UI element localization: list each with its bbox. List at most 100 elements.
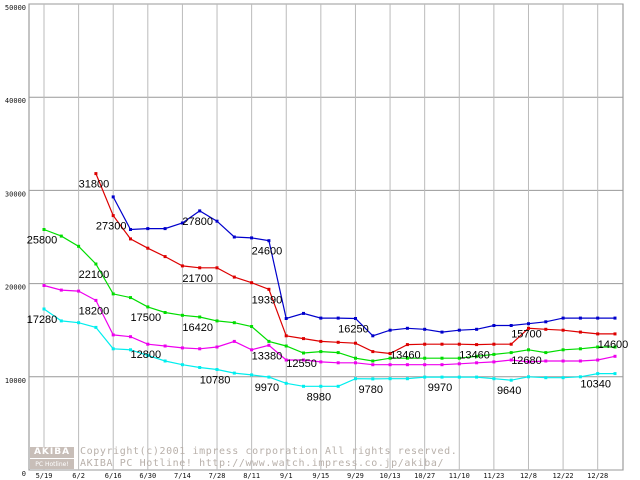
data-point-magenta	[129, 335, 132, 339]
data-label: 27300	[96, 221, 127, 233]
data-point-red	[180, 264, 184, 268]
data-point-red	[146, 246, 150, 250]
copyright-line1: Copyright(c)2001 impress corporation All…	[80, 446, 458, 457]
data-label: 9970	[428, 382, 452, 394]
x-tick-label: 10/27	[414, 472, 435, 480]
x-tick-label: 6/2	[72, 472, 85, 480]
data-point-blue	[163, 227, 167, 231]
data-point-green	[561, 348, 565, 352]
data-point-blue	[250, 236, 254, 240]
data-point-blue	[198, 209, 202, 213]
data-point-green	[215, 319, 219, 323]
data-label: 12800	[131, 349, 162, 361]
data-point-cyan	[77, 321, 81, 325]
data-point-cyan	[232, 371, 236, 375]
data-point-cyan	[475, 375, 479, 379]
data-point-green	[94, 262, 98, 266]
data-point-blue	[440, 330, 444, 334]
series-magenta	[42, 284, 617, 367]
data-point-cyan	[42, 307, 46, 311]
y-tick-label: 20000	[5, 284, 26, 292]
series-group	[42, 172, 617, 388]
data-point-blue	[596, 316, 600, 320]
data-label: 13460	[459, 350, 490, 362]
data-point-red	[319, 339, 323, 343]
data-point-blue	[457, 328, 461, 332]
data-point-green	[509, 351, 513, 355]
data-point-green	[77, 244, 81, 248]
data-point-magenta	[336, 361, 340, 365]
data-point-green	[250, 325, 254, 328]
x-tick-label: 11/10	[449, 472, 470, 480]
data-point-blue	[232, 235, 236, 239]
data-point-red	[561, 328, 565, 332]
x-tick-label: 8/11	[243, 472, 260, 480]
data-point-cyan	[59, 319, 63, 323]
data-labels: 31800 27300 27800 24600 25800 22100 21700 19390…	[27, 179, 629, 404]
data-point-cyan	[319, 384, 323, 388]
data-label: 21700	[182, 273, 213, 285]
data-point-blue	[284, 317, 288, 320]
x-tick-label: 7/14	[174, 472, 191, 480]
data-point-blue	[336, 316, 340, 320]
data-point-red	[544, 327, 548, 331]
data-point-magenta	[267, 343, 271, 347]
x-axis: 5/19 6/2 6/16 6/30 7/14 7/28 8/11 9/1 9/15 9/29 10…	[36, 472, 609, 480]
data-point-red	[215, 266, 219, 270]
data-point-green	[440, 356, 444, 360]
y-axis: 0 10000 20000 30000 40000 50000	[5, 4, 26, 478]
series-green	[42, 228, 617, 363]
data-point-magenta	[232, 339, 236, 343]
data-point-red	[284, 334, 288, 338]
data-point-green	[129, 296, 132, 300]
data-point-cyan	[250, 373, 254, 377]
data-point-blue	[371, 334, 375, 338]
data-point-blue	[492, 324, 496, 327]
y-tick-label: 30000	[5, 190, 26, 198]
data-point-magenta	[180, 346, 184, 350]
copyright-line2: AKIBA PC Hotline! http://www.watch.impre…	[80, 458, 445, 469]
data-point-blue	[267, 239, 271, 243]
data-point-magenta	[578, 359, 582, 363]
data-label: 10780	[200, 375, 231, 387]
data-point-cyan	[527, 375, 530, 379]
data-point-blue	[423, 327, 427, 331]
data-point-red	[440, 342, 444, 346]
y-tick-label: 0	[22, 470, 26, 478]
data-point-red	[354, 341, 357, 345]
data-point-magenta	[613, 354, 617, 358]
data-point-magenta	[77, 289, 81, 293]
data-point-red	[198, 266, 202, 270]
x-tick-label: 6/30	[139, 472, 156, 480]
y-tick-label: 50000	[5, 4, 26, 12]
data-point-magenta	[492, 360, 496, 364]
data-point-blue	[302, 311, 305, 315]
data-label: 9970	[255, 382, 279, 394]
data-point-blue	[405, 326, 409, 330]
data-point-green	[354, 356, 357, 360]
data-point-red	[578, 330, 582, 334]
series-cyan	[42, 307, 617, 388]
data-label: 12680	[511, 355, 542, 367]
x-tick-label: 12/28	[587, 472, 608, 480]
data-point-green	[527, 348, 530, 352]
data-point-blue	[475, 327, 479, 331]
data-point-cyan	[596, 372, 600, 376]
data-point-red	[492, 342, 496, 346]
data-point-red	[111, 214, 115, 218]
data-point-green	[163, 311, 167, 314]
data-point-magenta	[388, 363, 392, 367]
data-point-cyan	[163, 359, 167, 363]
data-point-magenta	[302, 358, 305, 362]
data-point-cyan	[509, 378, 513, 382]
data-point-red	[302, 337, 305, 341]
series-line-blue	[112, 196, 615, 337]
y-tick-label: 40000	[5, 97, 26, 105]
data-point-blue	[111, 195, 115, 199]
data-point-cyan	[371, 377, 375, 381]
data-point-magenta	[319, 360, 323, 364]
data-label: 13380	[252, 350, 283, 362]
data-point-green	[42, 228, 46, 231]
data-point-green	[111, 292, 115, 296]
x-tick-label: 10/13	[380, 472, 401, 480]
